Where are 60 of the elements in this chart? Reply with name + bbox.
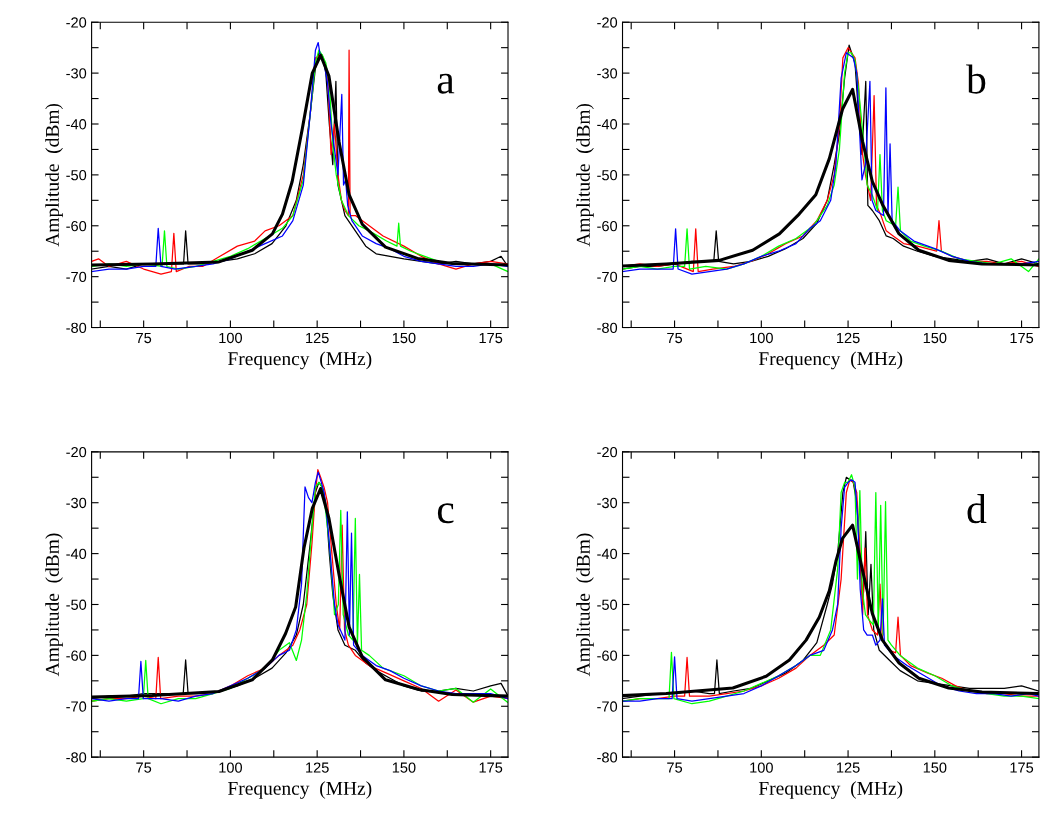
x-axis-title: Frequency (MHz) <box>758 351 903 370</box>
x-tick-label: 75 <box>667 762 683 773</box>
y-tick-label: -40 <box>66 548 87 560</box>
y-tick-label: -80 <box>66 752 87 763</box>
y-tick-label: -50 <box>66 169 87 181</box>
x-tick-label: 175 <box>479 332 503 344</box>
y-tick-label: -60 <box>66 220 87 232</box>
x-tick-label: 75 <box>136 332 152 344</box>
x-tick-label: 150 <box>392 762 416 773</box>
y-axis-title: Amplitude (dBm) <box>45 103 63 247</box>
x-tick-label: 100 <box>750 762 773 773</box>
y-tick-label: -70 <box>597 271 618 283</box>
y-axis-title: Amplitude (dBm) <box>576 533 594 677</box>
annotation: c <box>437 503 454 524</box>
x-tick-label: 100 <box>219 762 242 773</box>
y-axis-title: Amplitude (dBm) <box>45 533 63 677</box>
y-tick-label: -30 <box>66 68 87 79</box>
x-tick-label: 175 <box>479 762 503 773</box>
y-axis-title: Amplitude (dBm) <box>576 103 594 247</box>
x-tick-label: 175 <box>1010 762 1034 773</box>
y-tick-label: -30 <box>66 497 87 509</box>
y-tick-label: -20 <box>66 17 87 28</box>
y-tick-label: -70 <box>66 701 87 712</box>
y-tick-label: -60 <box>597 220 618 232</box>
x-axis-title: Frequency (MHz) <box>758 781 903 799</box>
x-tick-label: 150 <box>923 762 947 773</box>
y-tick-label: -30 <box>597 497 618 509</box>
annotation: d <box>967 494 987 524</box>
x-tick-label: 75 <box>136 762 152 773</box>
y-tick-label: -60 <box>66 650 87 661</box>
x-tick-label: 175 <box>1010 332 1034 344</box>
x-tick-label: 150 <box>392 332 416 344</box>
y-tick-label: -40 <box>597 119 618 130</box>
y-tick-label: -20 <box>66 446 87 458</box>
y-tick-label: -50 <box>66 599 87 610</box>
y-tick-label: -80 <box>597 322 618 333</box>
x-tick-label: 75 <box>667 332 683 344</box>
x-tick-label: 100 <box>750 332 773 344</box>
y-tick-label: -20 <box>597 446 618 458</box>
y-tick-label: -40 <box>597 548 618 560</box>
y-tick-label: -30 <box>597 68 618 79</box>
y-tick-label: -70 <box>597 701 618 712</box>
y-tick-label: -70 <box>66 271 87 283</box>
x-axis-title: Frequency (MHz) <box>228 781 372 799</box>
x-tick-label: 125 <box>306 332 329 344</box>
y-tick-label: -50 <box>597 169 618 181</box>
x-tick-label: 125 <box>837 332 860 344</box>
y-tick-label: -80 <box>597 752 618 763</box>
x-tick-label: 125 <box>837 762 860 773</box>
annotation: b <box>966 64 986 94</box>
x-tick-label: 150 <box>923 332 947 344</box>
x-axis-title: Frequency (MHz) <box>228 351 372 370</box>
y-tick-label: -80 <box>66 322 87 333</box>
annotation: a <box>437 73 455 94</box>
x-tick-label: 125 <box>306 762 329 773</box>
y-tick-label: -60 <box>597 650 618 661</box>
y-tick-label: -40 <box>66 119 87 130</box>
y-tick-label: -20 <box>597 17 618 28</box>
y-tick-label: -50 <box>597 599 618 610</box>
x-tick-label: 100 <box>219 332 242 344</box>
